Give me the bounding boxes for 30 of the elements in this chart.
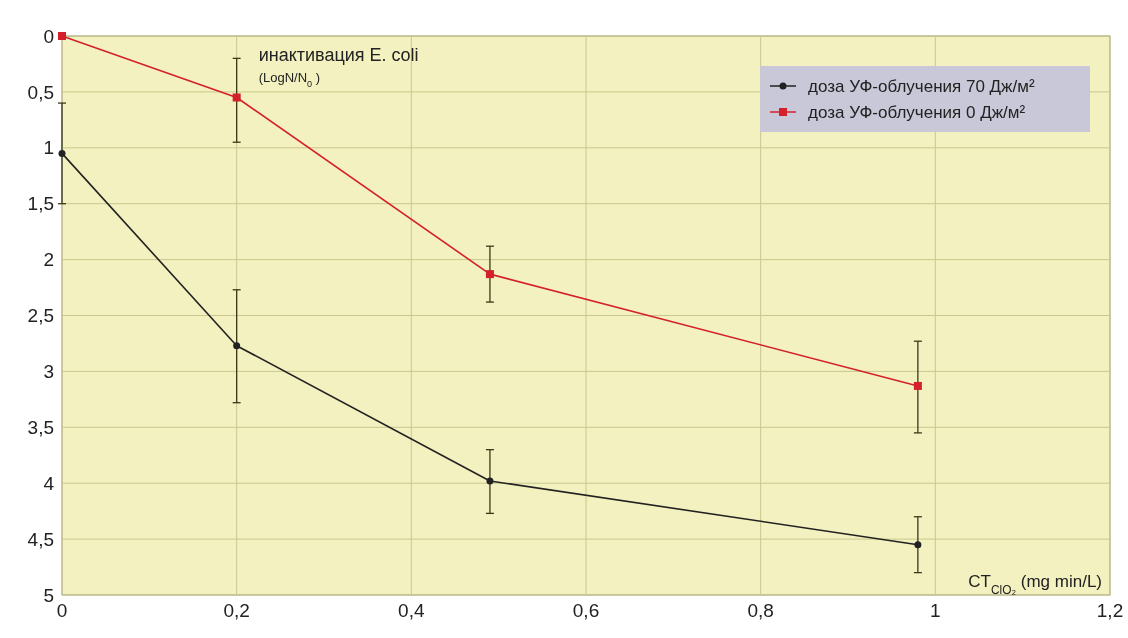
point bbox=[914, 541, 922, 549]
y-tick-label: 1 bbox=[43, 137, 54, 159]
legend-label: доза УФ-облучения 70 Дж/м² bbox=[808, 76, 1035, 96]
point bbox=[58, 32, 66, 40]
y-tick-label: 4,5 bbox=[27, 528, 54, 550]
x-tick-label: 0,4 bbox=[398, 600, 425, 621]
y-tick-label: 1,5 bbox=[27, 193, 54, 215]
x-tick-label: 0,2 bbox=[223, 600, 250, 621]
x-tick-label: 0,6 bbox=[572, 600, 600, 621]
point bbox=[233, 342, 241, 350]
y-axis-title: инактивация E. coli (LogN/N$_{0}$) bbox=[258, 45, 419, 89]
point bbox=[913, 381, 922, 390]
y-tick-label: 5 bbox=[43, 584, 54, 606]
y-tick-label: 2 bbox=[43, 249, 54, 271]
point bbox=[58, 149, 66, 157]
x-tick-label: 0 bbox=[56, 600, 68, 621]
legend-label: доза УФ-облучения 0 Дж/м² bbox=[808, 102, 1026, 122]
x-tick-label: 1 bbox=[930, 600, 941, 621]
y-tick-label: 2,5 bbox=[27, 305, 54, 327]
y-tick-label: 3,5 bbox=[27, 416, 54, 438]
point bbox=[485, 270, 494, 279]
x-tick-label: 1,2 bbox=[1096, 600, 1124, 621]
x-axis-title: CT$_{ClO₂}$ (mg min/L) bbox=[968, 572, 1102, 597]
y-tick-label: 4 bbox=[43, 472, 55, 494]
point bbox=[232, 93, 241, 102]
y-tick-label: 0,5 bbox=[27, 81, 54, 103]
y-tick-label: 3 bbox=[43, 361, 54, 383]
y-tick-label: 0 bbox=[43, 25, 54, 47]
point bbox=[486, 477, 494, 485]
x-tick-label: 0,8 bbox=[747, 600, 774, 621]
